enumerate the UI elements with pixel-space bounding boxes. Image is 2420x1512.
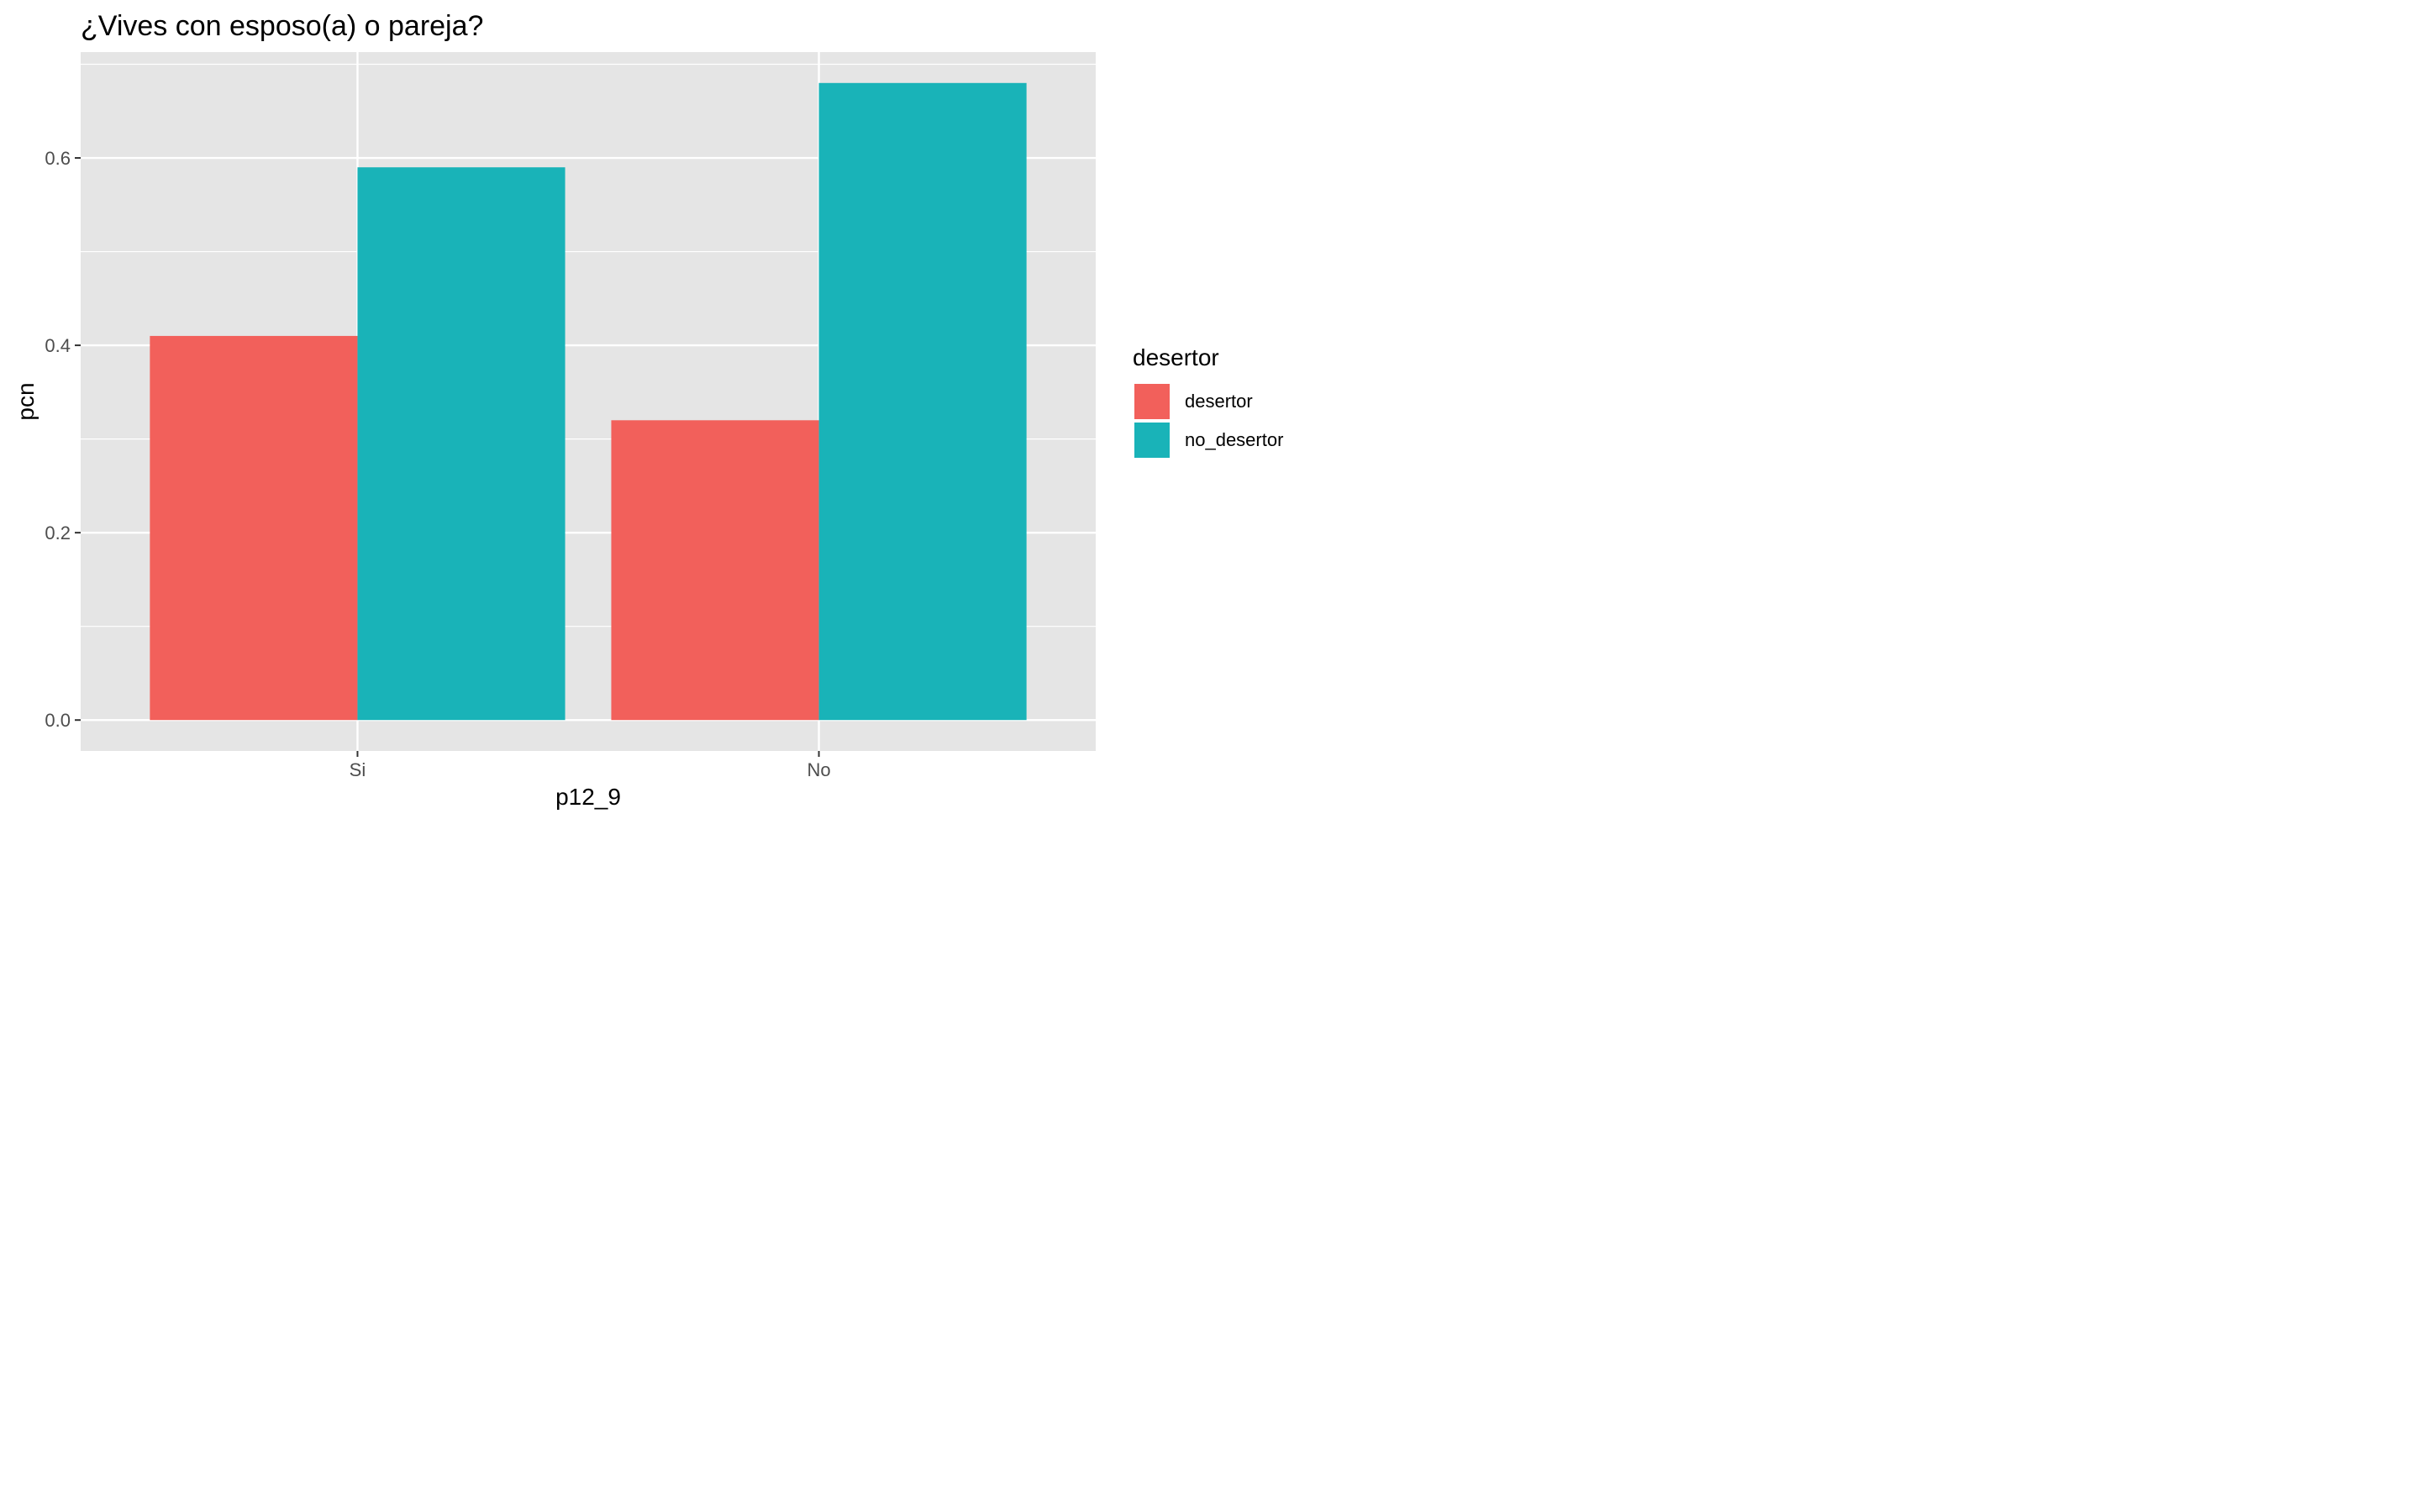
y-tick-label: 0.6 xyxy=(45,148,71,169)
y-tick-label: 0.4 xyxy=(45,335,71,356)
bar-desertor-Si xyxy=(150,335,358,721)
legend-title: desertor xyxy=(1133,344,1219,370)
bar-no_desertor-Si xyxy=(357,167,566,721)
x-axis-title: p12_9 xyxy=(555,784,621,810)
chart-title: ¿Vives con esposo(a) o pareja? xyxy=(81,10,483,42)
bars xyxy=(150,82,1027,721)
y-tick-label: 0.2 xyxy=(45,522,71,543)
x-axis: Si No xyxy=(350,751,831,780)
bar-chart: ¿Vives con esposo(a) o pareja? 0.0 0.2 0.4… xyxy=(13,10,1283,810)
legend-label-no_desertor: no_desertor xyxy=(1185,429,1283,450)
y-axis: 0.0 0.2 0.4 0.6 xyxy=(45,148,81,731)
x-tick-label: No xyxy=(807,759,830,780)
x-tick-label: Si xyxy=(350,759,366,780)
bar-desertor-No xyxy=(611,420,819,721)
legend-key-no_desertor xyxy=(1134,423,1170,458)
bar-no_desertor-No xyxy=(818,82,1027,721)
legend-label-desertor: desertor xyxy=(1185,391,1253,412)
legend: desertor desertor no_desertor xyxy=(1133,344,1283,459)
y-tick-label: 0.0 xyxy=(45,710,71,731)
legend-key-desertor xyxy=(1134,384,1170,419)
y-axis-title: pcn xyxy=(13,382,39,420)
